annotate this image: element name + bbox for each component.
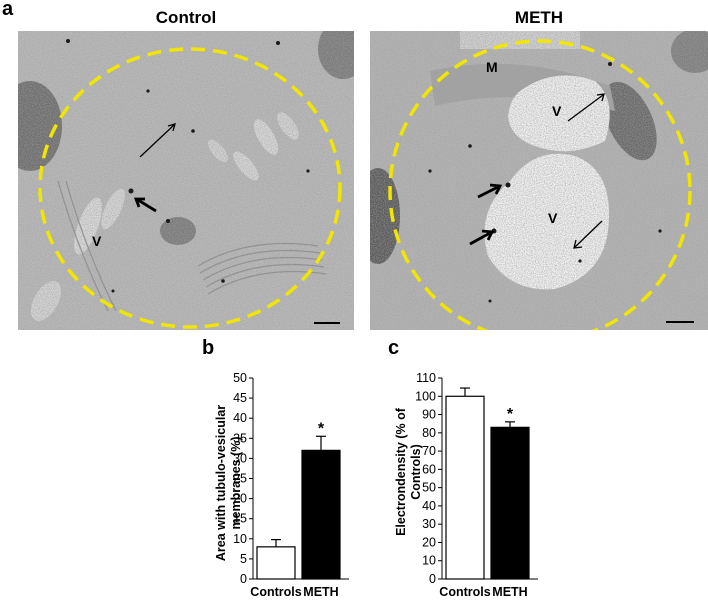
chart-b-ytick-label: 20: [233, 492, 247, 506]
chart-c-ytick-label: 110: [416, 371, 436, 385]
control-image-title: Control: [155, 8, 217, 27]
chart-c-ytick-label: 60: [422, 462, 436, 476]
chart-b-ytick-label: 30: [233, 451, 247, 465]
chart-b-ytick-label: 45: [233, 391, 247, 405]
chart-c-significance-star: *: [507, 406, 514, 423]
meth-mitochondrion-label: M: [486, 59, 498, 75]
chart-c-ytick-label: 90: [422, 408, 436, 422]
chart-c-ytick-label: 80: [422, 426, 436, 440]
chart-b-ytick-label: 10: [233, 532, 247, 546]
chart-c-ytick-label: 100: [415, 389, 436, 403]
chart-c-ytick-label: 20: [422, 535, 436, 549]
chart-b-ytick-label: 15: [233, 512, 247, 526]
chart-b-ytick-label: 0: [240, 572, 247, 586]
chart-b-category-label: Controls: [250, 585, 301, 598]
chart-c-bar-controls: [445, 395, 485, 580]
chart-c: 0 10 20 30 40 50 60 70 80 90 100 110 Controls * METH: [415, 371, 538, 598]
control-micrograph: [18, 31, 354, 330]
meth-micrograph: [370, 31, 708, 330]
chart-c-ytick-label: 30: [422, 517, 436, 531]
meth-vesicle-label-2: V: [548, 210, 558, 226]
chart-c-ytick-label: 40: [422, 499, 436, 513]
chart-c-category-label: Controls: [439, 585, 490, 598]
chart-c-ytick-label: 10: [422, 554, 436, 568]
chart-c-category-label: METH: [492, 585, 527, 598]
chart-b-category-label: METH: [303, 585, 338, 598]
chart-b-ytick-label: 5: [240, 552, 247, 566]
chart-b-bar-meth: [301, 449, 341, 580]
chart-c-ytick-label: 50: [422, 481, 436, 495]
meth-vesicle-label-1: V: [552, 103, 562, 119]
chart-b: 0 5 10 15 20 25 30 35 40 45 50 Controls * METH: [233, 371, 349, 598]
chart-b-ytick-label: 40: [233, 411, 247, 425]
panel-a-letter: a: [2, 0, 14, 20]
chart-b-ytick-label: 25: [233, 472, 247, 486]
meth-image-title: METH: [514, 8, 564, 27]
control-vesicle-label: V: [92, 233, 102, 249]
chart-b-ytick-label: 35: [233, 431, 247, 445]
chart-c-ytick-label: 70: [422, 444, 436, 458]
chart-c-bar-meth: [490, 426, 530, 580]
chart-b-bar-controls: [256, 546, 296, 580]
chart-b-ytick-label: 50: [233, 371, 247, 385]
panel-c-letter: c: [388, 337, 400, 359]
chart-b-significance-star: *: [318, 420, 325, 437]
chart-c-ytick-label: 0: [429, 572, 436, 586]
panel-b-letter: b: [202, 337, 215, 359]
